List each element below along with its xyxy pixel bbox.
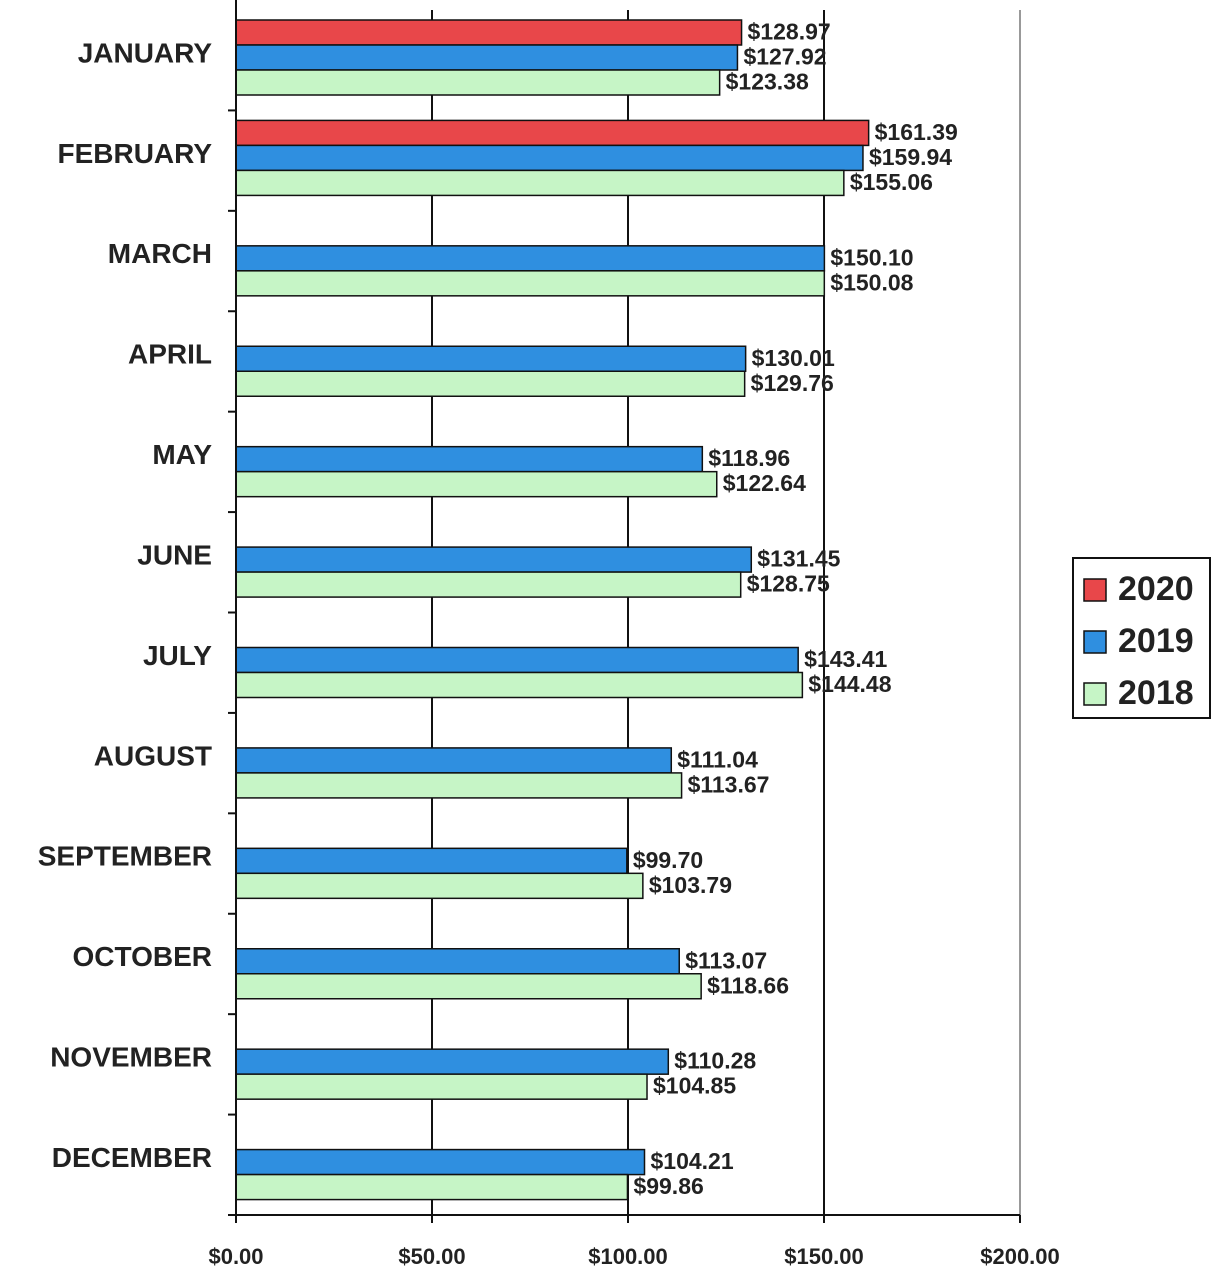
legend-swatch	[1083, 630, 1107, 654]
value-label: $113.67	[688, 771, 770, 797]
value-label: $150.08	[830, 269, 913, 295]
bar	[235, 44, 739, 71]
bar	[235, 872, 644, 900]
bar	[235, 772, 683, 799]
value-label: $104.21	[651, 1148, 734, 1174]
legend-label: 2019	[1118, 622, 1194, 660]
category-label: JUNE	[137, 539, 212, 570]
bar	[235, 1048, 670, 1075]
bar	[235, 646, 799, 674]
value-label: $129.76	[751, 370, 834, 396]
x-tick-label: $0.00	[208, 1244, 263, 1269]
x-tick-label: $100.00	[588, 1244, 668, 1269]
value-label: $110.28	[674, 1048, 756, 1074]
bar	[235, 546, 753, 573]
x-tick-label: $50.00	[398, 1244, 465, 1269]
value-label: $113.07	[685, 947, 767, 973]
bar	[235, 948, 680, 975]
bar	[235, 445, 704, 473]
value-label: $161.39	[875, 119, 958, 145]
value-label: $143.41	[804, 646, 887, 672]
bar	[235, 19, 743, 46]
value-label: $103.79	[649, 872, 732, 898]
category-label: MARCH	[108, 238, 212, 269]
value-label: $111.04	[677, 746, 758, 772]
bar	[235, 847, 628, 875]
value-label: $128.75	[747, 571, 830, 597]
category-label: SEPTEMBER	[38, 841, 212, 872]
category-label: DECEMBER	[52, 1142, 212, 1173]
category-label: MAY	[152, 439, 212, 470]
category-label: AUGUST	[94, 740, 212, 771]
category-label: JANUARY	[78, 37, 213, 68]
value-label: $118.66	[707, 972, 789, 998]
bar	[235, 69, 721, 96]
value-label: $131.45	[757, 546, 840, 572]
value-label: $159.94	[869, 144, 952, 170]
legend-label: 2018	[1118, 674, 1194, 712]
value-label: $118.96	[708, 445, 790, 471]
legend-swatch	[1083, 578, 1107, 602]
value-label: $104.85	[653, 1073, 736, 1099]
bar	[235, 370, 746, 397]
category-label: NOVEMBER	[50, 1042, 212, 1073]
bar	[235, 747, 673, 774]
value-label: $122.64	[723, 470, 806, 496]
bar	[235, 119, 870, 147]
legend-label: 2020	[1118, 570, 1194, 608]
bar	[235, 1148, 646, 1176]
bar	[235, 245, 826, 272]
bar	[235, 1173, 629, 1201]
bar	[235, 571, 742, 598]
category-label: OCTOBER	[73, 941, 213, 972]
value-label: $150.10	[830, 244, 913, 270]
bar	[235, 345, 747, 372]
bar	[235, 1073, 648, 1100]
category-label: APRIL	[128, 339, 212, 370]
value-label: $144.48	[808, 671, 891, 697]
value-label: $123.38	[726, 69, 809, 95]
category-label: JULY	[143, 640, 212, 671]
bar	[235, 671, 804, 699]
value-label: $128.97	[748, 19, 831, 45]
value-label: $130.01	[752, 345, 835, 371]
bar	[235, 144, 864, 172]
bar	[235, 470, 718, 498]
value-label: $99.70	[633, 847, 703, 873]
bar	[235, 169, 845, 197]
value-label: $155.06	[850, 169, 933, 195]
x-tick-label: $150.00	[784, 1244, 864, 1269]
category-label: FEBRUARY	[57, 138, 212, 169]
x-tick-label: $200.00	[980, 1244, 1060, 1269]
value-label: $99.86	[633, 1173, 703, 1199]
legend-swatch	[1083, 682, 1107, 706]
value-label: $127.92	[743, 44, 826, 70]
bar	[235, 270, 826, 297]
bar	[235, 973, 702, 1000]
